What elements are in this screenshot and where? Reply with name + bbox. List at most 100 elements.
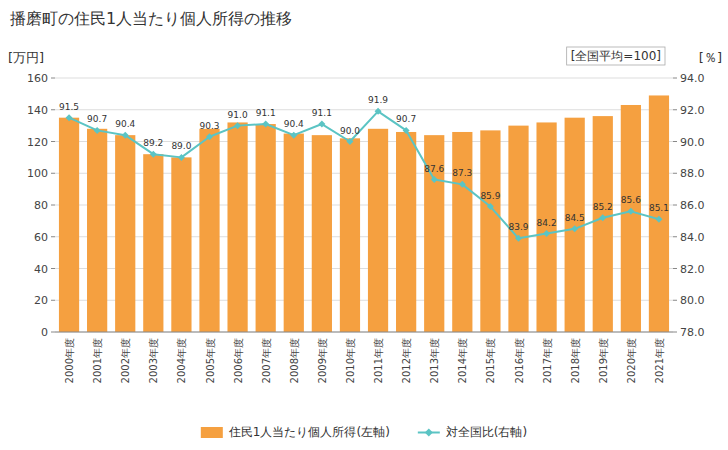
- x-tick-label: 2015年度: [485, 338, 496, 383]
- y-tick-label: 160: [27, 72, 48, 85]
- marker: [318, 121, 325, 128]
- bar: [480, 130, 500, 332]
- marker: [655, 216, 662, 223]
- y2-tick: [673, 300, 677, 301]
- x-tick-label: 2013年度: [429, 338, 440, 383]
- marker: [543, 230, 550, 237]
- data-label: 83.9: [508, 222, 528, 232]
- data-label: 84.2: [537, 218, 557, 228]
- data-label: 89.2: [143, 138, 163, 148]
- x-tick-label: 2002年度: [120, 338, 131, 383]
- data-label: 91.5: [59, 102, 79, 112]
- bar: [565, 118, 585, 332]
- grid-line: [55, 109, 673, 110]
- marker: [571, 225, 578, 232]
- x-tick-label: 2001年度: [92, 338, 103, 383]
- y2-axis-label: [％]: [699, 50, 722, 65]
- grid-line: [55, 332, 673, 333]
- data-label: 85.2: [593, 202, 613, 212]
- y2-tick-label: 86.0: [680, 199, 705, 212]
- bar: [284, 134, 304, 332]
- annotation-group: [全国平均=100]: [567, 47, 665, 65]
- x-tick-label: 2020年度: [626, 338, 637, 383]
- y-tick: [51, 78, 55, 79]
- marker: [150, 151, 157, 158]
- x-axis: 2000年度2001年度2002年度2003年度2004年度2005年度2006…: [55, 332, 673, 383]
- marker: [346, 138, 353, 145]
- data-label: 90.4: [115, 119, 135, 129]
- marker: [122, 132, 129, 139]
- data-label: 91.9: [368, 95, 388, 105]
- grid: [55, 78, 673, 332]
- marker: [66, 114, 73, 121]
- y2-tick: [673, 332, 677, 333]
- y2-tick: [673, 141, 677, 142]
- x-axis-line: [55, 332, 673, 333]
- x-tick-label: 2005年度: [205, 338, 216, 383]
- legend-marker: [425, 429, 433, 437]
- x-tick-label: 2009年度: [317, 338, 328, 383]
- data-labels: 91.590.790.489.289.090.391.091.190.491.1…: [59, 95, 669, 232]
- x-tick-label: 2021年度: [654, 338, 665, 383]
- y-tick-label: 0: [41, 326, 48, 339]
- bar: [115, 135, 135, 332]
- y2-tick: [673, 173, 677, 174]
- marker: [487, 203, 494, 210]
- marker: [515, 235, 522, 242]
- marker: [459, 181, 466, 188]
- marker: [234, 122, 241, 129]
- y-tick-label: 120: [27, 136, 48, 149]
- data-label: 89.0: [171, 141, 191, 151]
- data-label: 90.4: [284, 119, 304, 129]
- chart: 播磨町の住民1人当たり個人所得の推移[万円][％][全国平均=100]02040…: [0, 0, 728, 450]
- data-label: 90.0: [340, 126, 360, 136]
- y-tick: [51, 109, 55, 110]
- plot-area: [59, 95, 669, 332]
- y-axis: 020406080100120140160: [27, 72, 55, 339]
- y-tick: [51, 332, 55, 333]
- data-label: 85.6: [621, 195, 641, 205]
- y2-tick: [673, 109, 677, 110]
- y2-tick: [673, 205, 677, 206]
- bar: [87, 129, 107, 332]
- legend-item: 対全国比(右軸): [418, 425, 527, 439]
- x-tick-label: 2003年度: [148, 338, 159, 383]
- bar: [368, 129, 388, 332]
- bar: [452, 132, 472, 332]
- bar: [143, 154, 163, 332]
- marker: [290, 132, 297, 139]
- y-tick: [51, 236, 55, 237]
- line: [69, 111, 659, 238]
- marker: [599, 214, 606, 221]
- y2-tick-label: 84.0: [680, 231, 705, 244]
- data-label: 91.0: [228, 110, 248, 120]
- bar: [171, 157, 191, 332]
- y-tick-label: 40: [34, 263, 48, 276]
- legend-item: 住民1人当たり個人所得(左軸): [201, 425, 390, 439]
- x-tick-label: 2008年度: [289, 338, 300, 383]
- y2-tick: [673, 268, 677, 269]
- data-label: 90.7: [396, 114, 416, 124]
- bar: [227, 122, 247, 332]
- marker: [262, 121, 269, 128]
- bar: [396, 132, 416, 332]
- y-tick-label: 140: [27, 104, 48, 117]
- y2-tick: [673, 78, 677, 79]
- y2-axis: 78.080.082.084.086.088.090.092.094.0: [673, 72, 705, 339]
- x-tick-label: 2017年度: [542, 338, 553, 383]
- x-tick-label: 2012年度: [401, 338, 412, 383]
- bar: [312, 135, 332, 332]
- x-tick-label: 2004年度: [176, 338, 187, 383]
- data-label: 91.1: [256, 108, 276, 118]
- marker: [627, 208, 634, 215]
- legend-label: 住民1人当たり個人所得(左軸): [228, 425, 390, 439]
- bar: [536, 122, 556, 332]
- data-label: 84.5: [565, 213, 585, 223]
- y-tick-label: 100: [27, 167, 48, 180]
- legend: 住民1人当たり個人所得(左軸) 対全国比(右軸): [201, 425, 527, 439]
- y2-tick-label: 90.0: [680, 136, 705, 149]
- y2-tick-label: 94.0: [680, 72, 705, 85]
- y-tick-label: 60: [34, 231, 48, 244]
- y-tick: [51, 300, 55, 301]
- marker: [178, 154, 185, 161]
